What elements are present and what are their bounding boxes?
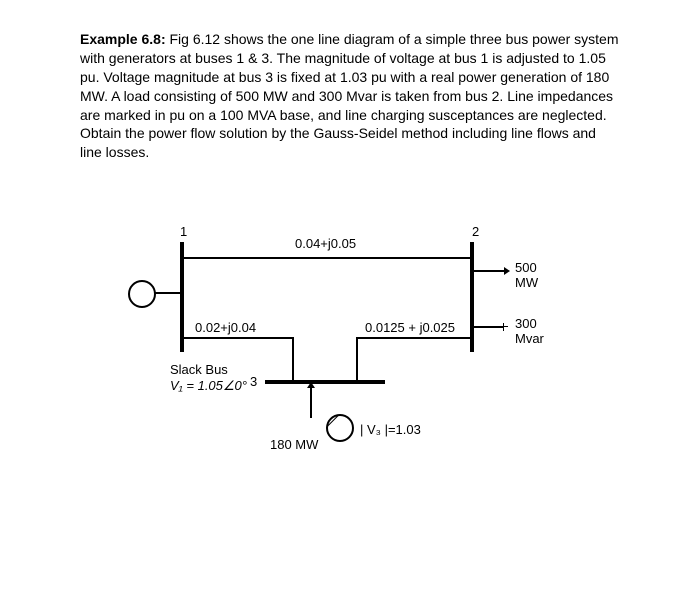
line-2-3-impedance: 0.0125 + j0.025 — [365, 320, 455, 335]
load-p-value: 500 — [515, 260, 537, 275]
bus-3-bar — [265, 380, 385, 384]
v1-label: V₁ = 1.05∠0° — [170, 378, 247, 394]
example-body: Fig 6.12 shows the one line diagram of a… — [80, 31, 619, 160]
gen-3-power: 180 MW — [270, 437, 318, 452]
one-line-diagram: 1 2 3 0.04+j0.05 0.02+j0.04 0.0125 + j0.… — [120, 222, 580, 502]
load-q-cross — [500, 323, 508, 331]
line-1-3-h — [184, 337, 294, 339]
v3-label: | V₃ |=1.03 — [360, 422, 421, 437]
line-2-3-h — [356, 337, 470, 339]
gen-1-connector — [155, 292, 180, 294]
line-2-3-v — [356, 337, 358, 381]
generator-3-icon — [326, 414, 354, 442]
bus-2-number: 2 — [472, 224, 479, 239]
bus-3-number: 3 — [250, 374, 257, 389]
load-q-value: 300 — [515, 316, 537, 331]
load-p-unit: MW — [515, 275, 538, 290]
problem-statement: Example 6.8: Fig 6.12 shows the one line… — [80, 30, 620, 162]
line-1-3-v — [292, 337, 294, 381]
line-1-2-impedance: 0.04+j0.05 — [295, 236, 356, 251]
slack-bus-label: Slack Bus — [170, 362, 228, 377]
bus-1-number: 1 — [180, 224, 187, 239]
bus-2-bar — [470, 242, 474, 352]
load-p-arrow — [474, 270, 504, 272]
line-1-3-impedance: 0.02+j0.04 — [195, 320, 256, 335]
load-q-unit: Mvar — [515, 331, 544, 346]
line-1-2 — [184, 257, 470, 259]
generator-1-icon — [128, 280, 156, 308]
example-title: Example 6.8: — [80, 31, 166, 47]
gen-3-connector — [310, 388, 312, 418]
